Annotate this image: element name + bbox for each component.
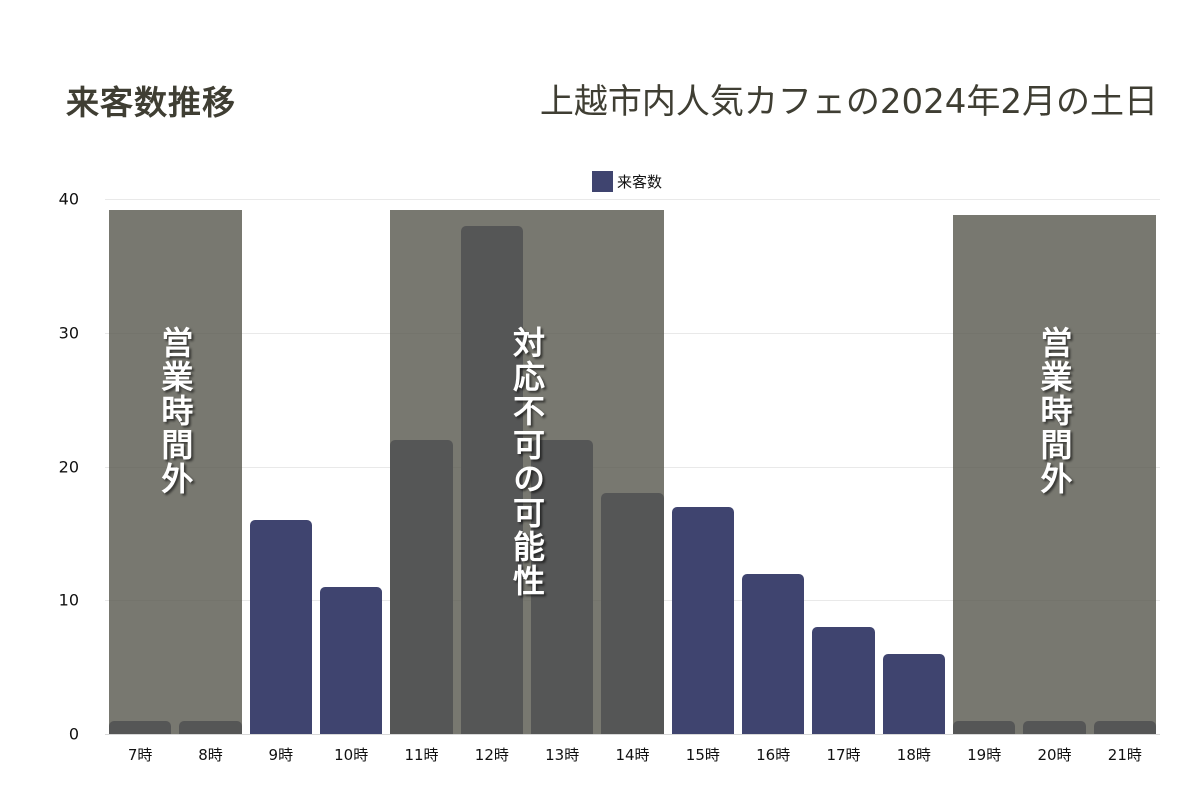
annotation-band: 営業時間外 [952, 215, 1157, 734]
annotation-label: 営業時間外 [1035, 326, 1074, 497]
bar[interactable] [319, 586, 383, 734]
y-tick-label: 0 [68, 724, 79, 744]
gridline [105, 734, 1160, 735]
x-tick-label: 18時 [896, 746, 931, 764]
x-tick-label: 11時 [404, 746, 439, 764]
bar[interactable] [812, 627, 875, 734]
bar[interactable] [741, 573, 805, 734]
annotation-label: 対応不可の可能性 [507, 326, 546, 599]
x-tick-label: 17時 [826, 746, 861, 764]
bar[interactable] [671, 506, 735, 734]
y-tick-label: 40 [58, 189, 79, 209]
x-tick-label: 13時 [545, 746, 580, 764]
y-tick-label: 20 [58, 457, 79, 476]
chart-title: 来客数推移 [66, 83, 236, 122]
x-tick-label: 21時 [1107, 746, 1142, 764]
x-tick-label: 8時 [198, 746, 223, 764]
x-tick-label: 10時 [334, 746, 369, 764]
x-tick-label: 9時 [268, 746, 294, 764]
x-tick-label: 12時 [474, 746, 509, 764]
gridline [105, 199, 1160, 200]
annotation-band: 営業時間外 [108, 209, 242, 734]
x-tick-label: 19時 [967, 746, 1002, 764]
x-tick-label: 15時 [685, 746, 720, 764]
annotation-label: 営業時間外 [156, 326, 195, 497]
bar[interactable] [882, 653, 946, 734]
bar[interactable] [249, 520, 313, 734]
x-tick-label: 20時 [1037, 746, 1072, 764]
legend: 来客数 [592, 171, 662, 192]
annotation-band: 対応不可の可能性 [390, 209, 664, 734]
x-tick-label: 7時 [127, 746, 153, 764]
x-tick-label: 16時 [756, 746, 791, 764]
legend-swatch-icon [592, 171, 613, 192]
x-tick-label: 14時 [615, 746, 650, 764]
legend-label: 来客数 [617, 173, 663, 191]
chart-subtitle: 上越市内人気カフェの2024年2月の土日 [539, 82, 1158, 122]
y-tick-label: 30 [58, 323, 79, 343]
plot-area: 0 10 20 30 40 営業時間外 対応不可の可能性 営業時間外 [59, 190, 1160, 744]
y-tick-label: 10 [58, 590, 79, 610]
